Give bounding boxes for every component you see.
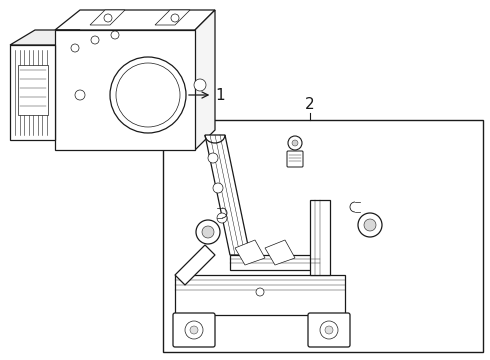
Circle shape: [110, 57, 186, 133]
Polygon shape: [175, 275, 345, 315]
Circle shape: [292, 140, 298, 146]
Polygon shape: [235, 240, 265, 265]
Circle shape: [208, 153, 218, 163]
Polygon shape: [310, 200, 330, 275]
Circle shape: [213, 183, 223, 193]
Polygon shape: [10, 45, 55, 140]
Circle shape: [256, 288, 264, 296]
Text: 2: 2: [305, 97, 315, 112]
Text: 1: 1: [189, 87, 224, 103]
Polygon shape: [55, 10, 215, 30]
Circle shape: [194, 79, 206, 91]
Polygon shape: [55, 30, 195, 150]
Polygon shape: [265, 240, 295, 265]
Circle shape: [364, 219, 376, 231]
Bar: [163, 120, 483, 352]
FancyBboxPatch shape: [308, 313, 350, 347]
Circle shape: [185, 321, 203, 339]
Polygon shape: [10, 30, 80, 45]
Circle shape: [358, 213, 382, 237]
Circle shape: [91, 36, 99, 44]
Polygon shape: [195, 10, 215, 150]
Bar: [18, 65, 48, 115]
Circle shape: [190, 326, 198, 334]
Circle shape: [104, 14, 112, 22]
Circle shape: [217, 213, 227, 223]
Circle shape: [325, 326, 333, 334]
Polygon shape: [90, 10, 125, 25]
Circle shape: [75, 90, 85, 100]
FancyBboxPatch shape: [173, 313, 215, 347]
Circle shape: [71, 44, 79, 52]
Polygon shape: [230, 255, 320, 270]
Circle shape: [196, 220, 220, 244]
Polygon shape: [175, 245, 215, 285]
Polygon shape: [205, 135, 250, 255]
Polygon shape: [155, 10, 190, 25]
Circle shape: [202, 226, 214, 238]
FancyBboxPatch shape: [287, 151, 303, 167]
Circle shape: [320, 321, 338, 339]
Circle shape: [111, 31, 119, 39]
Circle shape: [116, 63, 180, 127]
Circle shape: [288, 136, 302, 150]
Circle shape: [171, 14, 179, 22]
